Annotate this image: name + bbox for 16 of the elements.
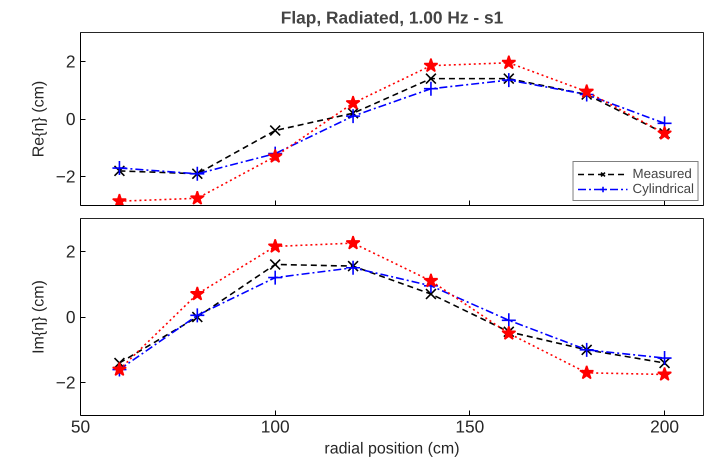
legend-label: Cylindrical (632, 181, 694, 196)
x-tick-label: 200 (650, 416, 680, 436)
y-tick-label: 0 (66, 307, 76, 327)
y-axis-title: Im{η} (cm) (30, 280, 48, 354)
x-axis-title: radial position (cm) (324, 440, 460, 458)
legend-label: Measured (632, 166, 692, 181)
y-tick-label: −2 (56, 372, 76, 393)
y-tick-label: 0 (66, 109, 76, 129)
x-tick-label: 50 (70, 416, 90, 436)
x-tick-label: 150 (455, 416, 484, 436)
x-tick-label: 100 (260, 416, 290, 436)
y-axis-title: Re{η} (cm) (30, 80, 48, 158)
y-tick-label: 2 (66, 51, 76, 72)
y-tick-label: −2 (56, 166, 76, 187)
y-tick-label: 2 (66, 241, 76, 262)
chart-title: Flap, Radiated, 1.00 Hz - s1 (280, 8, 504, 28)
